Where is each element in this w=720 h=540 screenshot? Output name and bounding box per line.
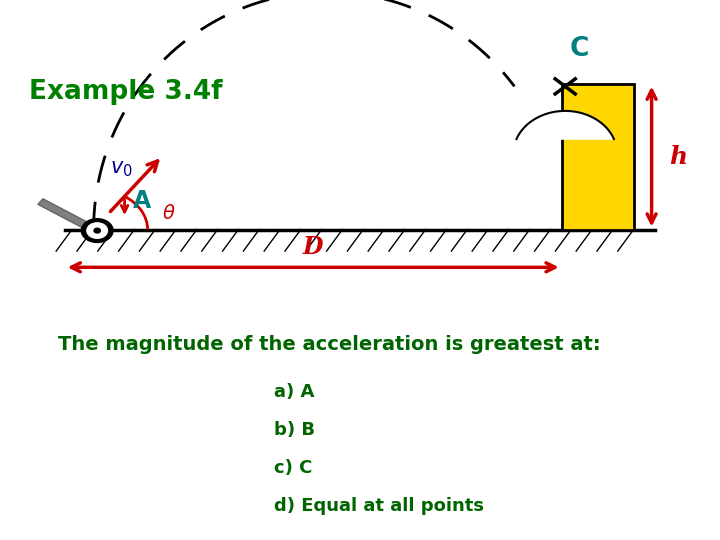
Circle shape — [87, 223, 107, 238]
Text: $\theta$: $\theta$ — [162, 204, 176, 222]
Polygon shape — [38, 199, 96, 232]
Text: a) A: a) A — [274, 383, 314, 401]
Text: The magnitude of the acceleration is greatest at:: The magnitude of the acceleration is gre… — [58, 335, 600, 354]
Circle shape — [81, 219, 113, 242]
Text: h: h — [670, 145, 688, 168]
Text: c) C: c) C — [274, 459, 312, 477]
Polygon shape — [516, 111, 614, 139]
Circle shape — [94, 228, 100, 233]
Text: b) B: b) B — [274, 421, 315, 439]
Text: A: A — [133, 189, 151, 213]
Bar — [562, 84, 634, 230]
Text: D: D — [303, 235, 323, 259]
Text: C: C — [570, 36, 589, 62]
Text: Example 3.4f: Example 3.4f — [29, 79, 222, 105]
Text: $v_0$: $v_0$ — [110, 159, 133, 179]
Text: d) Equal at all points: d) Equal at all points — [274, 497, 484, 515]
